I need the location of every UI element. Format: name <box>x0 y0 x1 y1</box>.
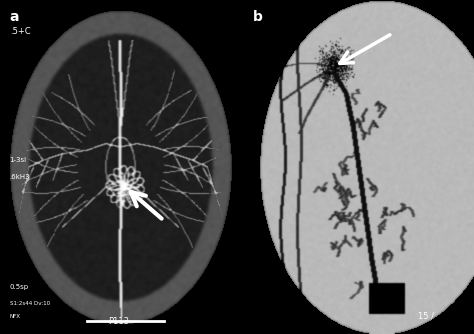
Text: S1:2s44 Dv:10: S1:2s44 Dv:10 <box>9 301 50 306</box>
Text: NFX: NFX <box>9 314 21 319</box>
Text: 15 /: 15 / <box>418 312 434 321</box>
Text: .6kH3: .6kH3 <box>9 174 30 180</box>
Text: .5+C: .5+C <box>9 27 30 36</box>
Text: P113: P113 <box>109 317 129 326</box>
Text: b: b <box>253 10 262 24</box>
Text: a: a <box>9 10 19 24</box>
Text: 1-3si: 1-3si <box>9 157 27 163</box>
Text: 0.5sp: 0.5sp <box>9 284 29 290</box>
